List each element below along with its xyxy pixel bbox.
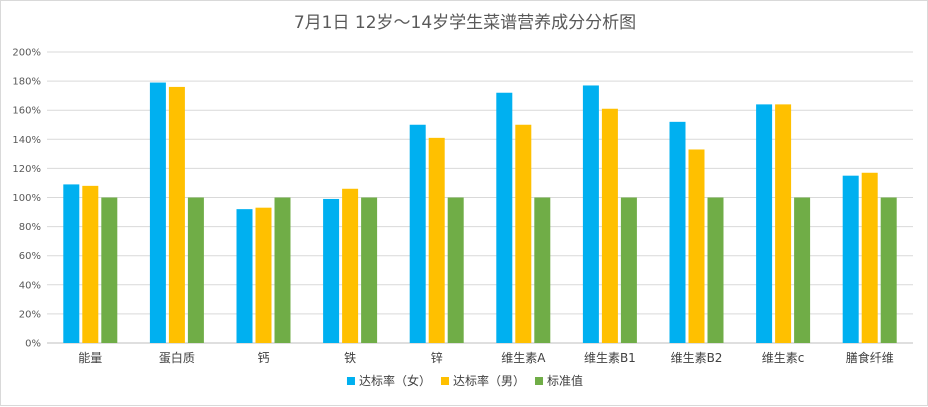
y-tick-label: 100%	[12, 193, 41, 204]
legend: 达标率（女） 达标率（男） 标准值	[346, 373, 583, 388]
legend-item: 达标率（男）	[440, 373, 525, 388]
y-tick-label: 200%	[12, 48, 41, 59]
bar	[842, 175, 859, 343]
bar	[342, 188, 359, 343]
x-category-label: 能量	[78, 351, 102, 365]
bar	[515, 124, 532, 343]
y-axis-ticks: 0% 20% 40% 60% 80% 100% 120% 140% 160% 180% 200%	[12, 48, 41, 350]
bar	[168, 86, 185, 344]
y-tick-label: 160%	[12, 106, 41, 117]
y-tick-label: 40%	[19, 280, 41, 291]
x-category-label: 钙	[257, 351, 269, 365]
bar	[149, 82, 166, 344]
bar	[236, 209, 253, 343]
y-tick-label: 60%	[19, 251, 41, 262]
bar	[688, 149, 705, 343]
y-tick-label: 20%	[19, 309, 41, 320]
x-axis-categories: 能量 蛋白质 钙 铁 锌 维生素A 维生素B1 维生素B2 维生素c 膳食纤维	[78, 350, 893, 365]
legend-label: 达标率（男）	[453, 373, 525, 388]
bar	[601, 108, 618, 344]
bar	[669, 121, 686, 343]
bar	[274, 197, 291, 343]
bar	[496, 92, 513, 344]
x-category-label: 膳食纤维	[846, 350, 894, 365]
bar	[620, 197, 637, 343]
bar	[775, 104, 792, 343]
bar	[361, 197, 378, 343]
bar	[255, 207, 272, 343]
bar	[707, 197, 724, 343]
legend-swatch	[535, 377, 544, 385]
legend-swatch	[346, 377, 355, 385]
legend-label: 达标率（女）	[359, 373, 431, 388]
y-tick-label: 0%	[25, 339, 41, 350]
bar	[861, 172, 878, 343]
bar	[447, 197, 464, 343]
bar	[409, 124, 426, 343]
y-tick-label: 180%	[12, 77, 41, 88]
x-category-label: 维生素B2	[671, 351, 723, 365]
bar	[82, 185, 99, 343]
bar	[101, 197, 118, 343]
y-tick-label: 120%	[12, 164, 41, 175]
bar	[187, 197, 204, 343]
y-tick-label: 140%	[12, 135, 41, 146]
x-category-label: 维生素A	[501, 351, 546, 365]
legend-swatch	[440, 377, 449, 385]
bar	[534, 197, 551, 343]
x-category-label: 锌	[431, 351, 443, 365]
bar	[794, 197, 811, 343]
bar	[582, 85, 599, 343]
x-category-label: 维生素c	[762, 351, 805, 365]
legend-item: 标准值	[535, 373, 583, 388]
x-category-label: 铁	[344, 351, 356, 365]
x-category-label: 维生素B1	[584, 351, 636, 365]
legend-label: 标准值	[547, 373, 583, 388]
bar	[63, 184, 80, 343]
bar	[880, 197, 897, 343]
bars	[63, 82, 897, 344]
legend-item: 达标率（女）	[346, 373, 431, 388]
bar	[323, 198, 340, 343]
bar	[756, 104, 773, 343]
x-category-label: 蛋白质	[159, 350, 195, 365]
bar	[428, 137, 445, 343]
y-tick-label: 80%	[19, 222, 41, 233]
chart-title: 7月1日 12岁～14岁学生菜谱营养成分分析图	[294, 13, 636, 33]
